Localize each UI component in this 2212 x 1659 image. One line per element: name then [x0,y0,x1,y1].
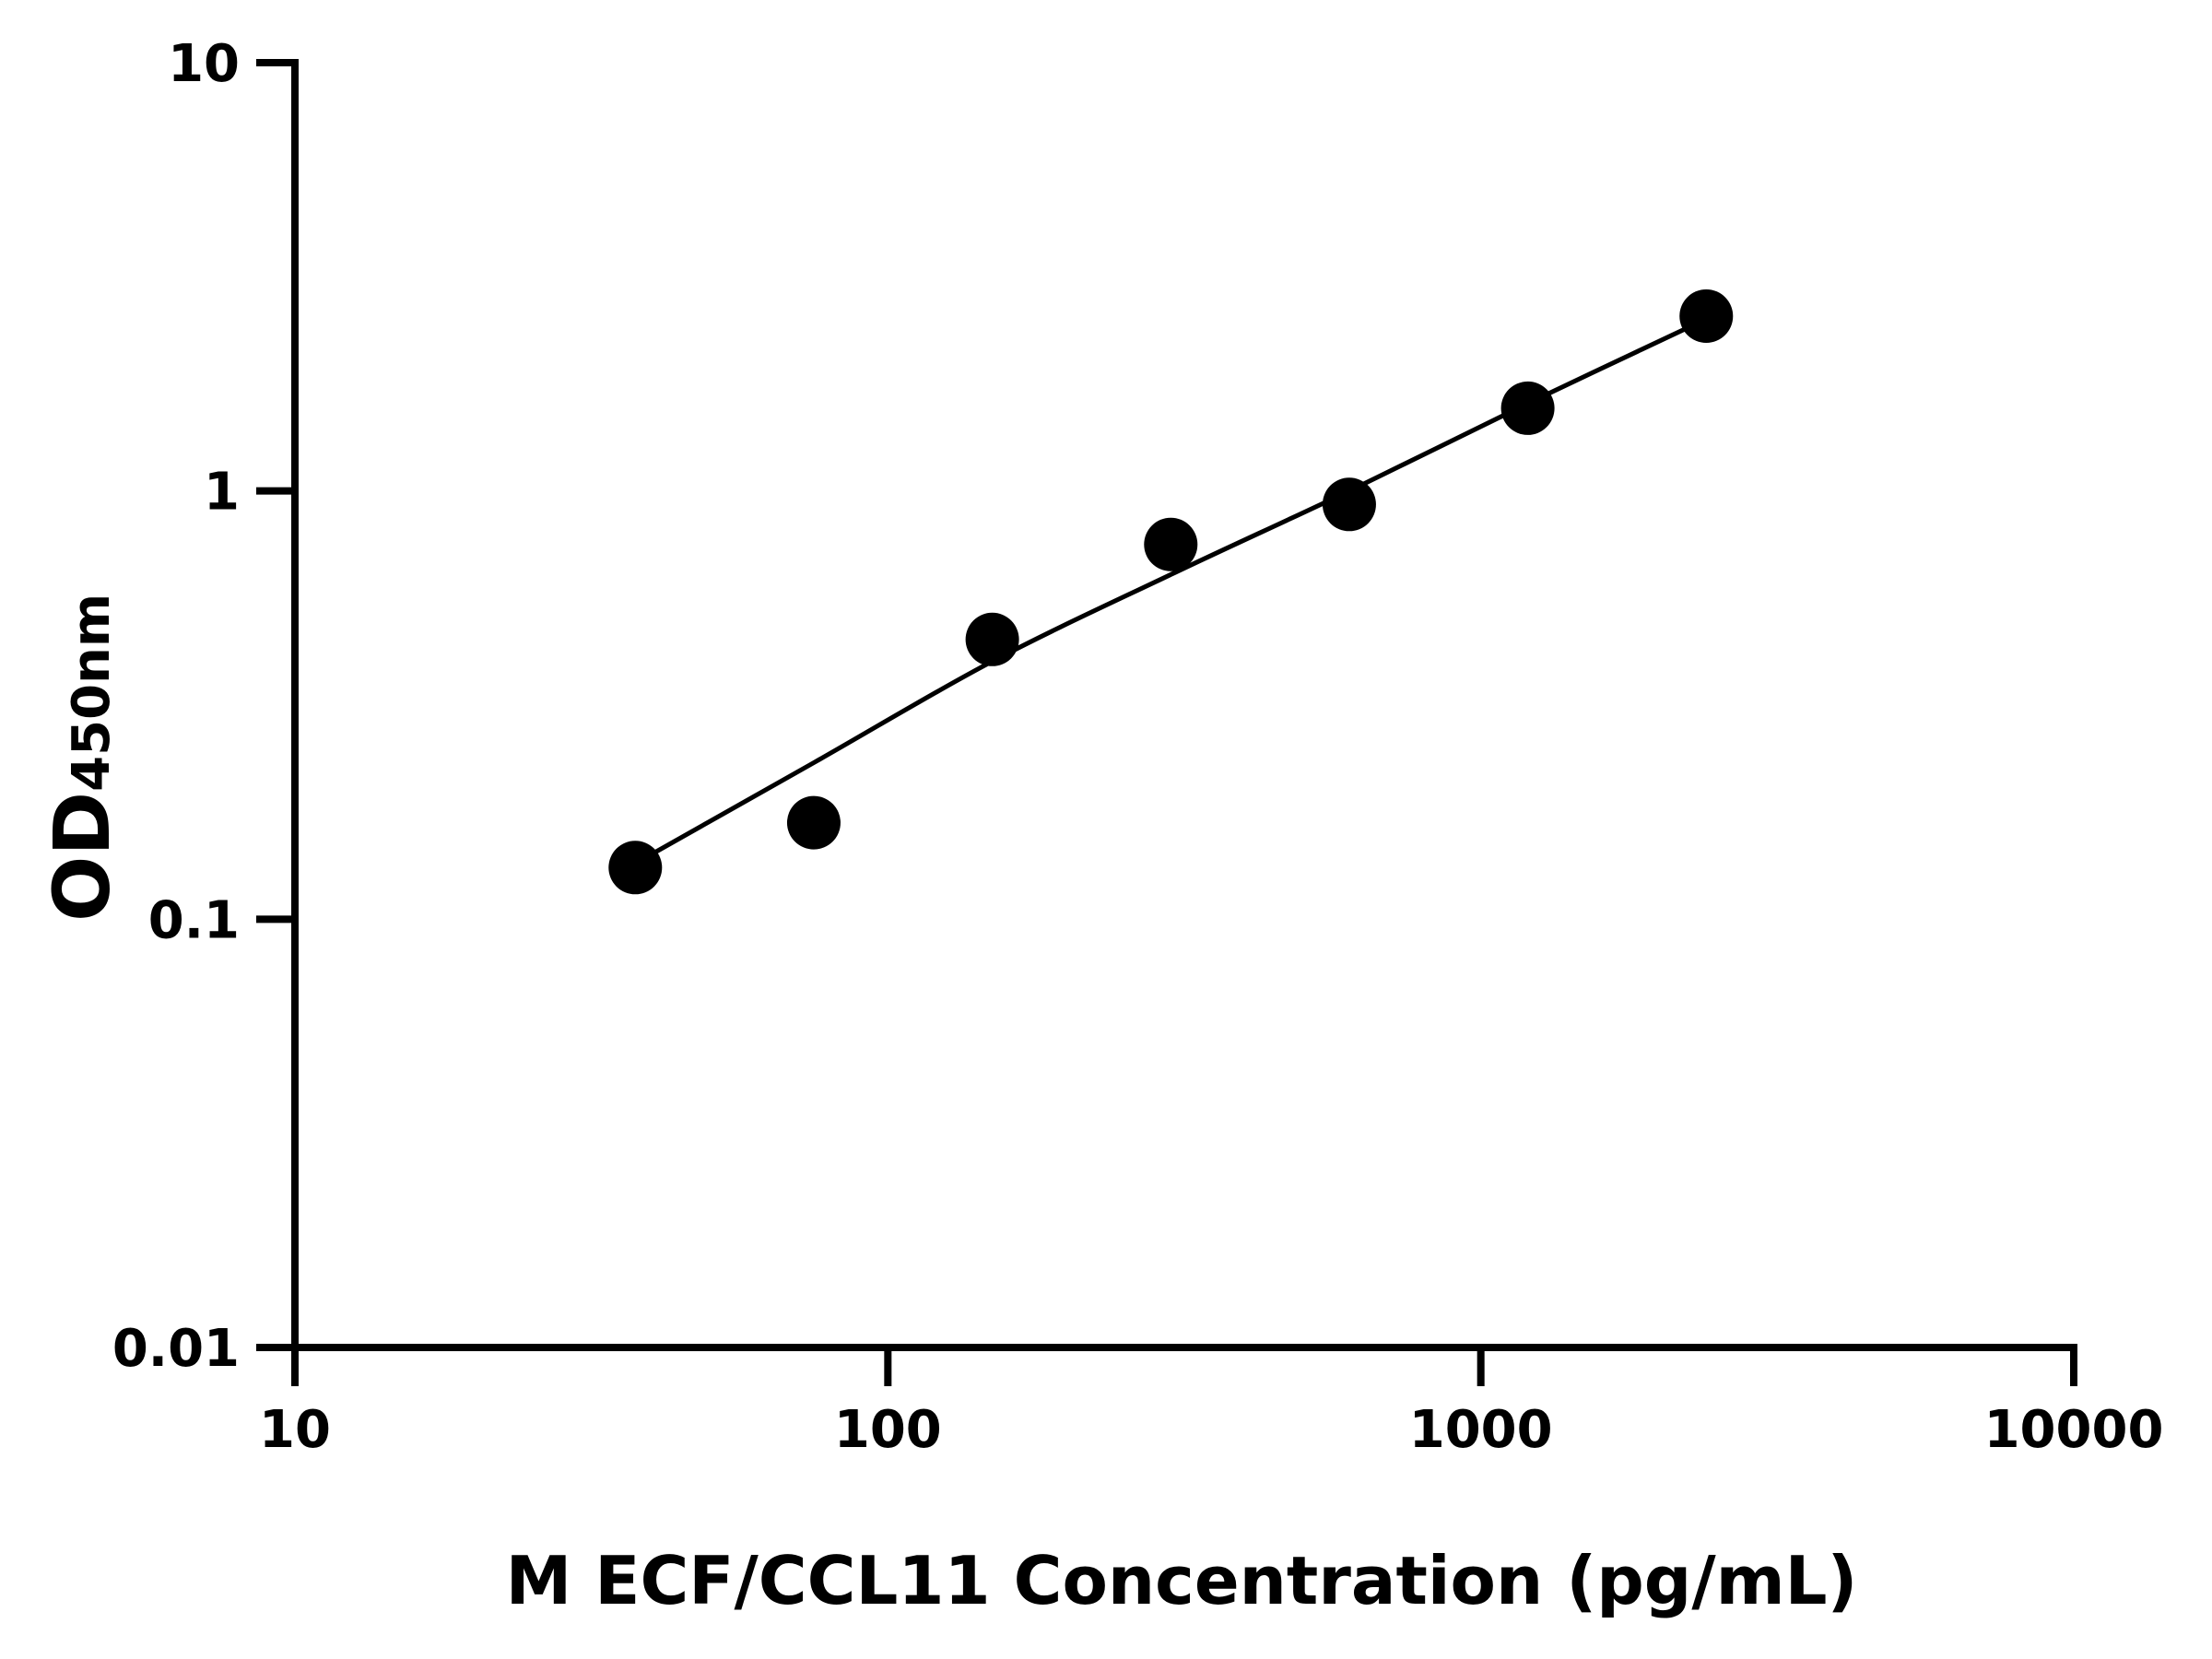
data-point [1322,477,1376,532]
y-tick-label: 0.01 [112,1319,240,1379]
x-tick-label: 1000 [1409,1400,1553,1460]
data-points-layer [608,288,1734,895]
y-tick-label: 1 [204,463,240,523]
y-axis-title-main: OD [37,792,127,922]
x-tick-label: 10 [259,1400,331,1460]
y-axis-title-subscript: 450nm [62,594,122,792]
data-point [786,795,841,850]
data-point [1144,517,1198,571]
data-point [1500,381,1555,435]
axes: 0.01 0.1 1 10 10 100 1000 10000 [112,34,2164,1460]
x-axis-title: M ECF/CCL11 Concentration (pg/mL) [506,1542,1858,1619]
y-tick-label: 10 [168,34,240,94]
data-point [1679,288,1734,343]
y-tick-label: 0.1 [148,890,240,950]
x-tick-label: 100 [834,1400,942,1460]
x-tick-label: 10000 [1984,1400,2164,1460]
y-axis-title: OD450nm [37,594,127,922]
labels-layer: M ECF/CCL11 Concentration (pg/mL) OD450n… [37,594,1857,1619]
data-point [965,612,1019,666]
data-point [608,841,663,895]
